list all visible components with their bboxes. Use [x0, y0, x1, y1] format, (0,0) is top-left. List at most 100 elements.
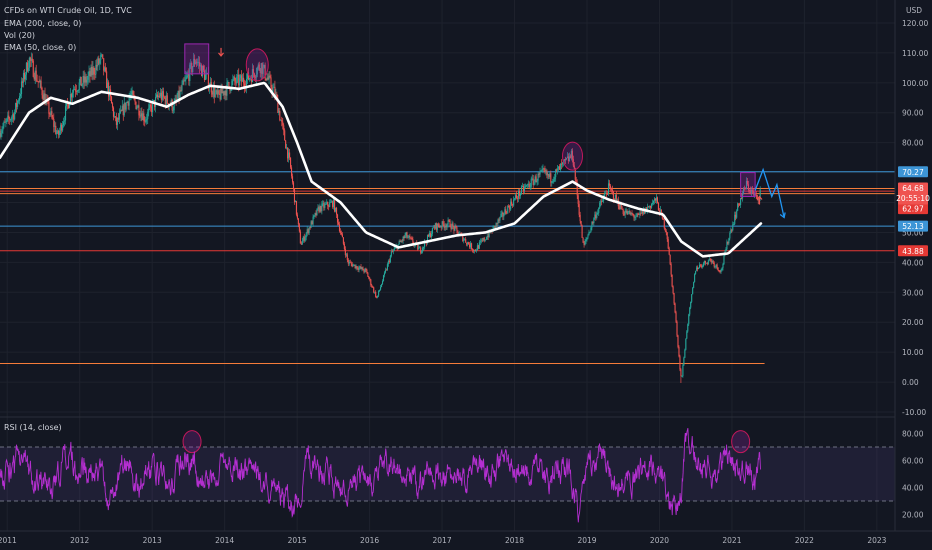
- candle-body: [260, 63, 262, 74]
- candle-body: [587, 235, 589, 238]
- arrow-up-icon[interactable]: [756, 195, 763, 205]
- legend[interactable]: CFDs on WTI Crude Oil, 1D, TVC EMA (200,…: [4, 6, 132, 52]
- candle-body: [746, 181, 749, 185]
- candle-body: [93, 67, 95, 75]
- highlight-box[interactable]: [184, 43, 210, 75]
- candle-body: [292, 182, 295, 189]
- candle-body: [83, 76, 85, 83]
- candle-body: [428, 233, 431, 237]
- candle-body: [696, 267, 698, 271]
- candle-body: [71, 92, 73, 98]
- annotations[interactable]: [182, 43, 786, 454]
- candle-body: [82, 76, 84, 85]
- rsi-highlight-circle[interactable]: [731, 430, 751, 454]
- candle-body: [357, 268, 359, 270]
- candle-body: [625, 210, 627, 213]
- candle-body: [656, 197, 658, 204]
- candle-body: [556, 169, 558, 171]
- projection-path[interactable]: [754, 167, 785, 218]
- candle-body: [711, 261, 713, 263]
- candle-body: [339, 231, 342, 233]
- candle-body: [593, 218, 595, 224]
- candle-body: [610, 188, 613, 190]
- candle-body: [298, 224, 300, 232]
- candle-body: [26, 62, 28, 72]
- candle-body: [115, 117, 117, 125]
- candle-body: [220, 87, 222, 100]
- candle-body: [313, 215, 315, 217]
- candle-body: [632, 214, 634, 216]
- candle-body: [376, 296, 378, 298]
- candle-body: [353, 264, 355, 266]
- candle-body: [636, 213, 638, 217]
- candle-body: [22, 72, 25, 83]
- candle-body: [700, 265, 703, 267]
- level-tag-label: 62.97: [902, 205, 924, 214]
- candle-body: [422, 247, 424, 252]
- candle-body: [522, 186, 524, 191]
- candle-body: [100, 54, 102, 60]
- candle-body: [254, 77, 256, 78]
- candle-body: [435, 223, 437, 230]
- rsi-legend[interactable]: RSI (14, close): [4, 423, 62, 432]
- candle-body: [261, 63, 263, 74]
- candle-body: [162, 91, 164, 97]
- candle-body: [524, 186, 526, 188]
- candle-body: [476, 245, 478, 251]
- candle-body: [64, 120, 66, 122]
- candle-body: [650, 205, 652, 208]
- time-axis[interactable]: 2011 2012 2013 2014 2015 2016 2017 2018 2019 2020…: [0, 536, 887, 545]
- candle-body: [238, 74, 240, 86]
- arrow-down-icon[interactable]: [218, 47, 224, 57]
- candle-body: [284, 130, 286, 141]
- candle-body: [337, 222, 340, 225]
- candle-body: [553, 179, 555, 182]
- horizontal-levels[interactable]: [0, 171, 895, 365]
- candle-body: [510, 201, 512, 210]
- candle-body: [135, 101, 137, 110]
- candle-body: [544, 169, 546, 173]
- candle-body: [374, 291, 376, 293]
- candle-body: [69, 94, 71, 105]
- candle-body: [144, 121, 146, 122]
- candle-body: [735, 214, 737, 218]
- candle-body: [479, 241, 481, 243]
- candle-body: [528, 183, 530, 187]
- highlight-box[interactable]: [740, 172, 756, 198]
- candle-body: [438, 226, 440, 228]
- candle-body: [250, 77, 252, 82]
- candle-body: [393, 248, 395, 251]
- candle-body: [330, 202, 332, 203]
- candle-body: [33, 76, 35, 80]
- candle-body: [383, 272, 386, 276]
- candle-body: [355, 266, 357, 269]
- candle-body: [451, 223, 453, 229]
- y-tick-label: 10.00: [902, 348, 924, 357]
- candle-body: [67, 103, 70, 109]
- candle-body: [268, 75, 270, 80]
- candle-body: [698, 264, 701, 268]
- candle-body: [296, 214, 298, 219]
- candle-body: [155, 94, 158, 97]
- candle-body: [673, 293, 675, 304]
- candle-body: [163, 96, 165, 98]
- rsi-axis[interactable]: 80.00 60.00 40.00 20.00: [902, 430, 924, 520]
- highlight-circle[interactable]: [562, 141, 584, 171]
- candle-body: [679, 356, 681, 370]
- candle-body: [352, 264, 354, 267]
- candle-body: [701, 266, 703, 267]
- candle-body: [166, 95, 168, 104]
- candle-body: [546, 170, 548, 176]
- rsi-highlight-circle[interactable]: [182, 430, 202, 454]
- highlight-circle[interactable]: [245, 48, 269, 82]
- candle-body: [309, 227, 311, 229]
- candle-body: [535, 176, 537, 183]
- candle-body: [29, 57, 31, 61]
- candle-body: [188, 74, 190, 82]
- candle-body: [76, 91, 78, 93]
- candle-body: [557, 168, 559, 170]
- candle-body: [326, 201, 328, 204]
- candle-body: [252, 69, 254, 74]
- candle-body: [57, 130, 59, 134]
- candlestick-series: [0, 52, 761, 383]
